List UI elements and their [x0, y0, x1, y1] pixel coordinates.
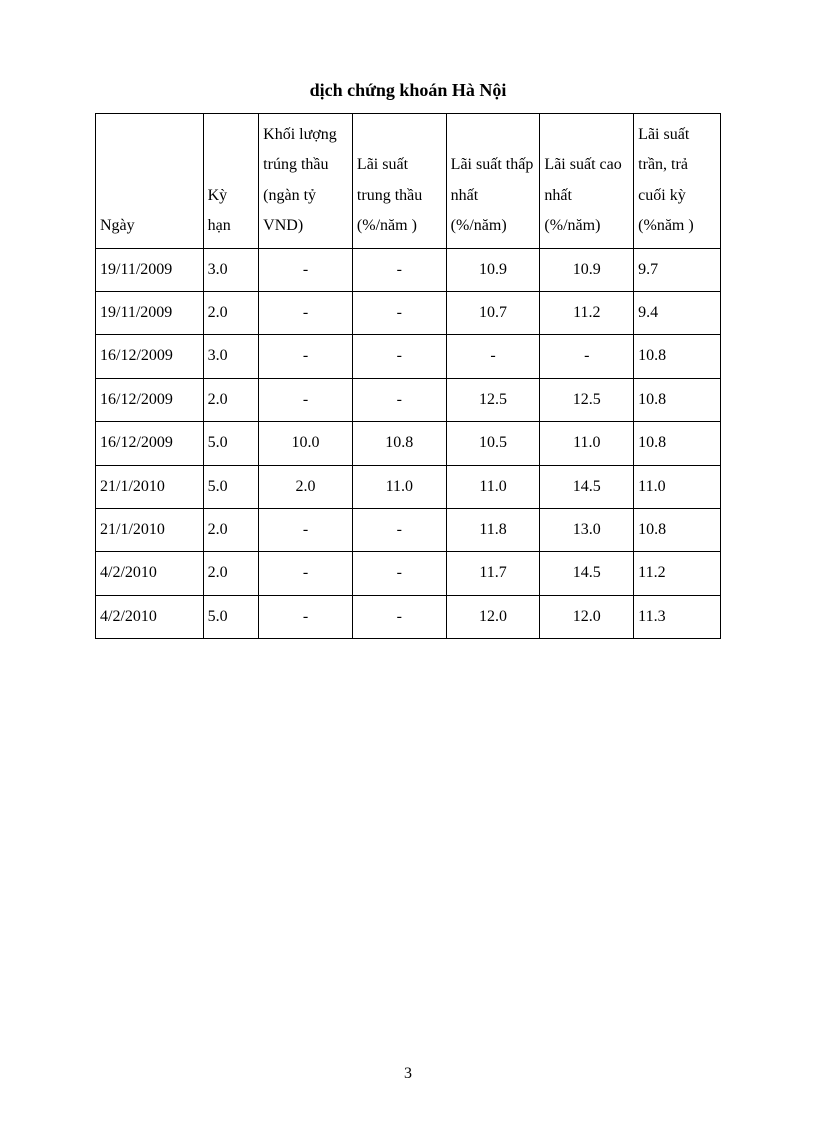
- cell-c2: -: [259, 248, 353, 291]
- cell-c3: -: [352, 291, 446, 334]
- cell-ngay: 19/11/2009: [96, 248, 204, 291]
- table-header-row: Ngày Kỳ hạn Khối lượng trúng thầu (ngàn …: [96, 114, 721, 249]
- page-number: 3: [0, 1065, 816, 1083]
- cell-c5: 13.0: [540, 508, 634, 551]
- cell-c5: 11.2: [540, 291, 634, 334]
- cell-ky-han: 3.0: [203, 335, 259, 378]
- cell-ngay: 16/12/2009: [96, 335, 204, 378]
- page-title: dịch chứng khoán Hà Nội: [95, 80, 721, 101]
- cell-ngay: 4/2/2010: [96, 552, 204, 595]
- cell-ky-han: 2.0: [203, 508, 259, 551]
- cell-c4: 12.5: [446, 378, 540, 421]
- cell-c4: 11.7: [446, 552, 540, 595]
- th-ngay: Ngày: [96, 114, 204, 249]
- table-row: 21/1/20102.0--11.813.010.8: [96, 508, 721, 551]
- cell-c3: -: [352, 508, 446, 551]
- table-row: 19/11/20092.0--10.711.29.4: [96, 291, 721, 334]
- cell-c2: 2.0: [259, 465, 353, 508]
- table-row: 4/2/20105.0--12.012.011.3: [96, 595, 721, 638]
- cell-ngay: 4/2/2010: [96, 595, 204, 638]
- table-row: 21/1/20105.02.011.011.014.511.0: [96, 465, 721, 508]
- th-ls-cao-nhat: Lãi suất cao nhất (%/năm): [540, 114, 634, 249]
- cell-ngay: 21/1/2010: [96, 465, 204, 508]
- cell-c2: -: [259, 335, 353, 378]
- cell-ky-han: 2.0: [203, 291, 259, 334]
- cell-ls-tran: 10.8: [634, 335, 721, 378]
- cell-c3: -: [352, 335, 446, 378]
- cell-ky-han: 2.0: [203, 552, 259, 595]
- cell-ls-tran: 9.7: [634, 248, 721, 291]
- cell-c5: 10.9: [540, 248, 634, 291]
- th-ls-tran: Lãi suất trần, trả cuối kỳ (%năm ): [634, 114, 721, 249]
- cell-c3: 11.0: [352, 465, 446, 508]
- cell-c3: -: [352, 552, 446, 595]
- cell-ngay: 16/12/2009: [96, 422, 204, 465]
- th-ls-trung-thau: Lãi suất trung thầu (%/năm ): [352, 114, 446, 249]
- th-ky-han: Kỳ hạn: [203, 114, 259, 249]
- table-row: 16/12/20093.0----10.8: [96, 335, 721, 378]
- cell-ls-tran: 11.2: [634, 552, 721, 595]
- table-row: 19/11/20093.0--10.910.99.7: [96, 248, 721, 291]
- cell-c4: 12.0: [446, 595, 540, 638]
- cell-c5: -: [540, 335, 634, 378]
- cell-c5: 14.5: [540, 465, 634, 508]
- cell-ls-tran: 10.8: [634, 422, 721, 465]
- table-head: Ngày Kỳ hạn Khối lượng trúng thầu (ngàn …: [96, 114, 721, 249]
- cell-c5: 12.5: [540, 378, 634, 421]
- cell-ngay: 19/11/2009: [96, 291, 204, 334]
- cell-c4: 10.7: [446, 291, 540, 334]
- cell-ky-han: 5.0: [203, 422, 259, 465]
- cell-ls-tran: 10.8: [634, 508, 721, 551]
- cell-ls-tran: 11.3: [634, 595, 721, 638]
- th-khoi-luong: Khối lượng trúng thầu (ngàn tỷ VND): [259, 114, 353, 249]
- cell-c4: 10.5: [446, 422, 540, 465]
- cell-c2: -: [259, 552, 353, 595]
- cell-c2: 10.0: [259, 422, 353, 465]
- cell-c3: 10.8: [352, 422, 446, 465]
- cell-c5: 11.0: [540, 422, 634, 465]
- data-table: Ngày Kỳ hạn Khối lượng trúng thầu (ngàn …: [95, 113, 721, 639]
- table-body: 19/11/20093.0--10.910.99.719/11/20092.0-…: [96, 248, 721, 639]
- cell-ky-han: 5.0: [203, 595, 259, 638]
- table-row: 4/2/20102.0--11.714.511.2: [96, 552, 721, 595]
- cell-c5: 14.5: [540, 552, 634, 595]
- cell-c5: 12.0: [540, 595, 634, 638]
- cell-c3: -: [352, 248, 446, 291]
- cell-ky-han: 5.0: [203, 465, 259, 508]
- cell-c3: -: [352, 595, 446, 638]
- page: dịch chứng khoán Hà Nội Ngày Kỳ hạn Khối…: [0, 0, 816, 1123]
- cell-c2: -: [259, 595, 353, 638]
- cell-c4: -: [446, 335, 540, 378]
- table-row: 16/12/20092.0--12.512.510.8: [96, 378, 721, 421]
- cell-ky-han: 3.0: [203, 248, 259, 291]
- cell-c2: -: [259, 508, 353, 551]
- cell-ky-han: 2.0: [203, 378, 259, 421]
- th-ls-thap-nhat: Lãi suất thấp nhất (%/năm): [446, 114, 540, 249]
- cell-c4: 10.9: [446, 248, 540, 291]
- cell-ls-tran: 11.0: [634, 465, 721, 508]
- cell-c2: -: [259, 378, 353, 421]
- table-row: 16/12/20095.010.010.810.511.010.8: [96, 422, 721, 465]
- cell-c2: -: [259, 291, 353, 334]
- cell-c4: 11.8: [446, 508, 540, 551]
- cell-ngay: 21/1/2010: [96, 508, 204, 551]
- cell-c3: -: [352, 378, 446, 421]
- cell-ls-tran: 10.8: [634, 378, 721, 421]
- cell-ngay: 16/12/2009: [96, 378, 204, 421]
- cell-ls-tran: 9.4: [634, 291, 721, 334]
- cell-c4: 11.0: [446, 465, 540, 508]
